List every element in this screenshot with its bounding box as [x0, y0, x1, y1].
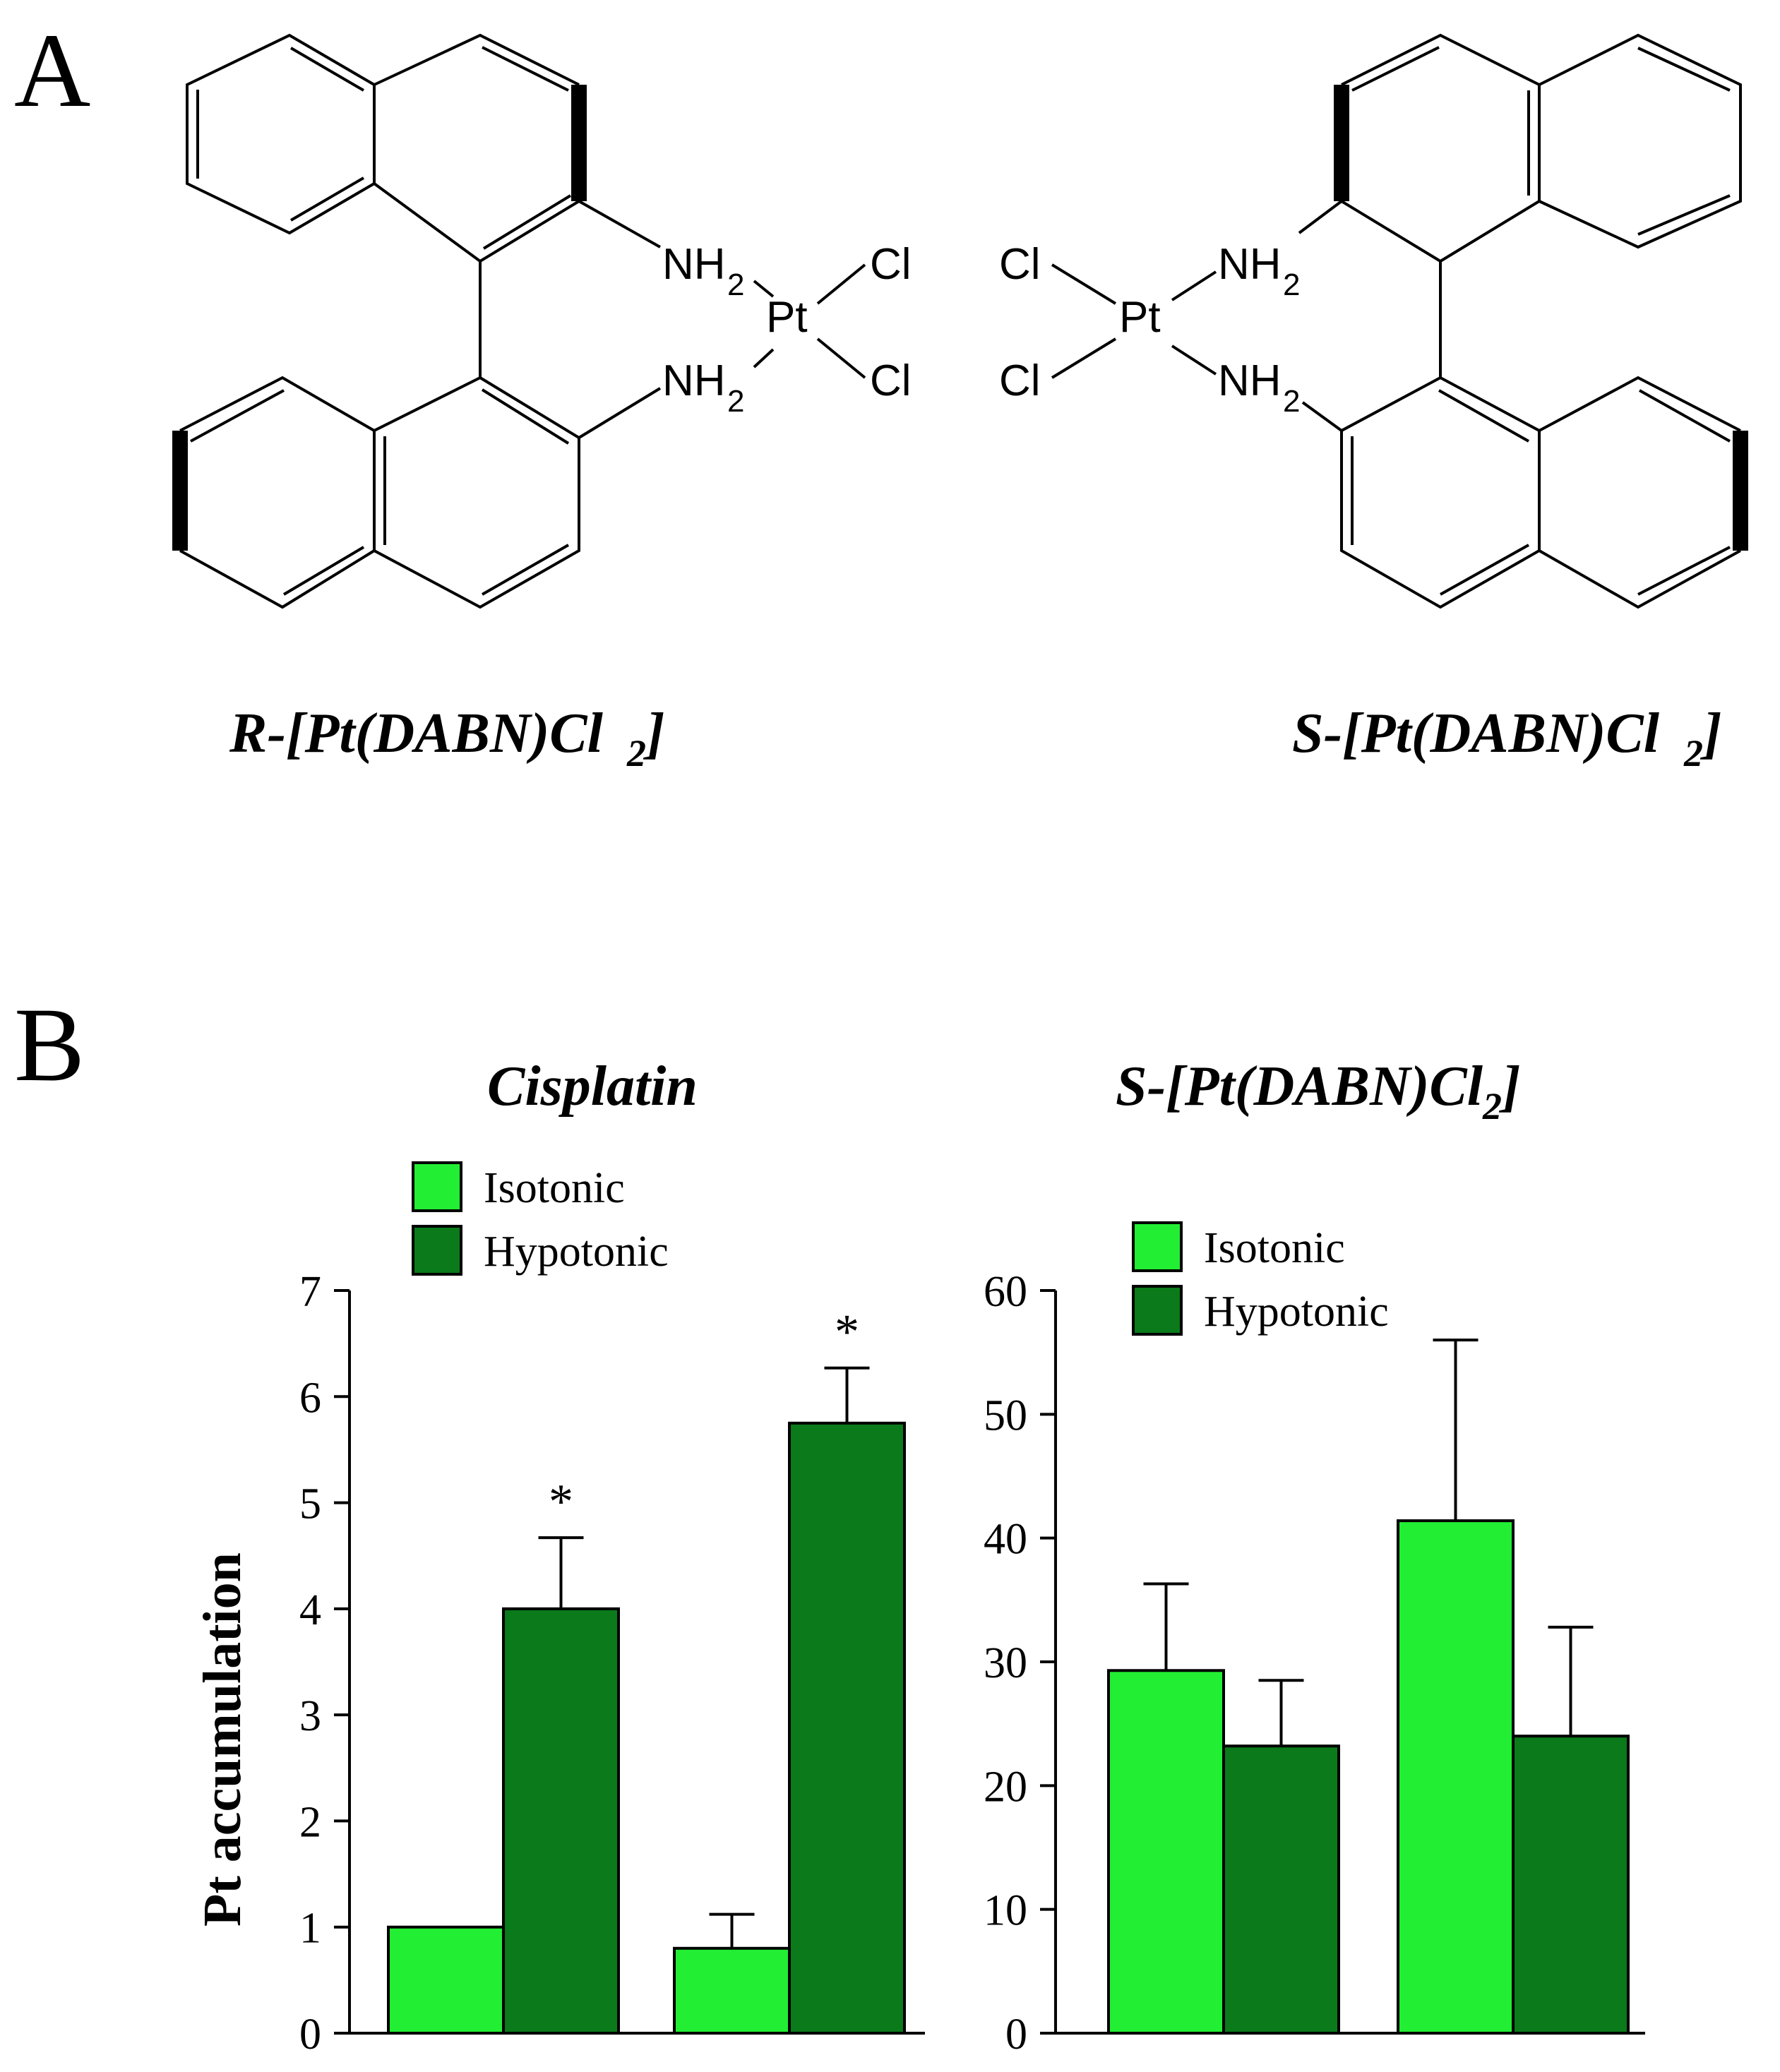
bar — [502, 1607, 620, 2035]
left-lower-naphthyl — [172, 376, 662, 609]
y-tick-label: 20 — [984, 1763, 1027, 1811]
significance-marker: * — [835, 1305, 859, 1360]
y-tick-label: 60 — [984, 1268, 1027, 1316]
y-tick-label: 50 — [984, 1391, 1027, 1439]
y-tick-label: 5 — [299, 1480, 321, 1528]
right-structure: Cl Cl Pt NH 2 NH 2 S-[Pt(DABN)Cl 2 ] — [999, 33, 1748, 774]
left-pt: Pt — [766, 293, 808, 342]
legend-label: Isotonic — [1204, 1224, 1345, 1272]
left-nh2-top-sub: 2 — [727, 268, 744, 302]
legend-swatch — [1132, 1221, 1183, 1272]
significance-marker: * — [549, 1475, 573, 1529]
chart-title: Cisplatin — [487, 1055, 698, 1118]
left-upper-naphthyl — [186, 33, 661, 378]
right-nh2-bottom: NH — [1218, 357, 1282, 405]
left-structure: NH 2 NH 2 Pt Cl Cl R-[Pt(DABN)Cl 2 ] — [172, 33, 912, 774]
legend-label: Hypotonic — [1204, 1288, 1389, 1336]
legend-label: Hypotonic — [484, 1228, 669, 1276]
left-caption-sub: 2 — [626, 732, 646, 774]
right-caption-text: S-[Pt(DABN)Cl — [1292, 702, 1660, 765]
y-axis-label: Pt accumulation — [193, 1552, 252, 1927]
left-caption-end: ] — [643, 702, 665, 765]
left-cl-top: Cl — [870, 240, 912, 289]
chart-title-sub: 2 — [1482, 1085, 1502, 1127]
right-caption-sub: 2 — [1683, 732, 1703, 774]
legend-swatch — [412, 1225, 462, 1276]
left-caption-text: R-[Pt(DABN)Cl — [229, 702, 604, 765]
legend-swatch — [412, 1161, 462, 1212]
bar — [1512, 1735, 1630, 2035]
right-pt: Pt — [1119, 293, 1161, 342]
y-tick-label: 4 — [299, 1586, 321, 1634]
left-cl-bottom: Cl — [870, 357, 912, 405]
y-tick-label: 40 — [984, 1516, 1027, 1564]
legend-swatch — [1132, 1285, 1183, 1336]
y-tick-label: 1 — [299, 1905, 321, 1953]
left-pt-center: NH 2 NH 2 Pt Cl Cl — [662, 240, 912, 419]
bar — [1222, 1744, 1340, 2035]
y-tick-label: 10 — [984, 1887, 1027, 1935]
left-nh2-top: NH — [662, 240, 726, 289]
bar — [788, 1421, 906, 2035]
right-upper-naphthyl — [1298, 33, 1742, 378]
chart-s-pt-dabn: S-[Pt(DABN)Cl2] 0 10 20 30 40 50 60 Isotonic Hypo… — [984, 1055, 1645, 2059]
right-nh2-top: NH — [1218, 240, 1282, 289]
bar — [1107, 1669, 1225, 2035]
y-tick-label: 30 — [984, 1639, 1027, 1687]
right-cl-bottom: Cl — [999, 357, 1041, 405]
panel-a-label: A — [14, 12, 90, 129]
left-nh2-bottom-sub: 2 — [727, 384, 744, 419]
y-tick-label: 7 — [299, 1268, 321, 1316]
right-nh2-top-sub: 2 — [1283, 268, 1300, 302]
left-nh2-bottom: NH — [662, 357, 726, 405]
right-lower-naphthyl — [1301, 376, 1748, 609]
chart-title: S-[Pt(DABN)Cl2] — [1116, 1055, 1521, 1127]
panel-b-label: B — [14, 986, 85, 1103]
y-tick-label: 6 — [299, 1374, 321, 1422]
bar — [387, 1925, 505, 2035]
bar — [1397, 1519, 1515, 2035]
bar — [673, 1946, 791, 2035]
right-caption-end: ] — [1700, 702, 1722, 765]
y-tick-label: 2 — [299, 1798, 321, 1846]
right-nh2-bottom-sub: 2 — [1283, 384, 1300, 419]
left-caption: R-[Pt(DABN)Cl 2 ] — [229, 702, 665, 774]
chart-cisplatin: Cisplatin 0 1 2 3 4 5 6 7 Pt accumulation * * Isoton… — [193, 1055, 925, 2059]
legend-label: Isotonic — [484, 1164, 625, 1212]
right-caption: S-[Pt(DABN)Cl 2 ] — [1292, 702, 1722, 774]
right-cl-top: Cl — [999, 240, 1041, 289]
y-tick-label: 0 — [1005, 2011, 1027, 2059]
chart-title-end: ] — [1498, 1055, 1521, 1118]
y-tick-label: 0 — [299, 2011, 321, 2059]
y-tick-label: 3 — [299, 1692, 321, 1740]
right-pt-center: Cl Cl Pt NH 2 NH 2 — [999, 240, 1300, 419]
